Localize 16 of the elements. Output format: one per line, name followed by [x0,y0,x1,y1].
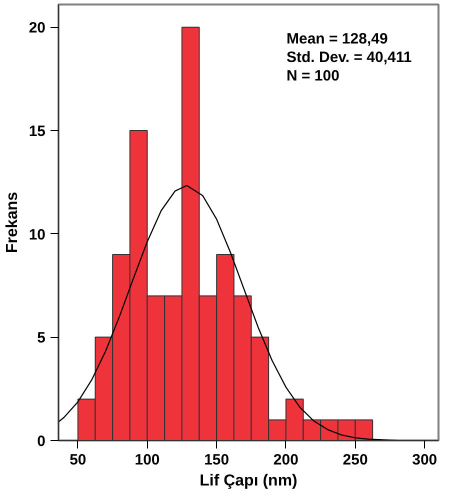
y-axis-title: Frekans [4,192,21,254]
x-tick-label: 200 [273,452,298,468]
annotation: Std. Dev. = 40,411 [286,48,412,66]
x-tick-label: 100 [134,452,160,468]
x-tick-label: 50 [70,452,86,468]
x-tick-label: 150 [204,452,230,468]
y-tick-label: 10 [28,226,46,244]
x-axis-title: Lif Çapı (nm) [200,472,298,490]
x-tick-label: 300 [412,452,438,468]
x-tick-label: 250 [342,452,368,468]
y-tick-label: 5 [37,330,46,347]
y-tick-label: 20 [28,20,46,37]
y-tick-label: 0 [37,433,46,450]
y-tick-label: 15 [28,123,46,140]
annotation: Mean = 128,49 [286,30,388,48]
annotation: N = 100 [286,67,340,84]
